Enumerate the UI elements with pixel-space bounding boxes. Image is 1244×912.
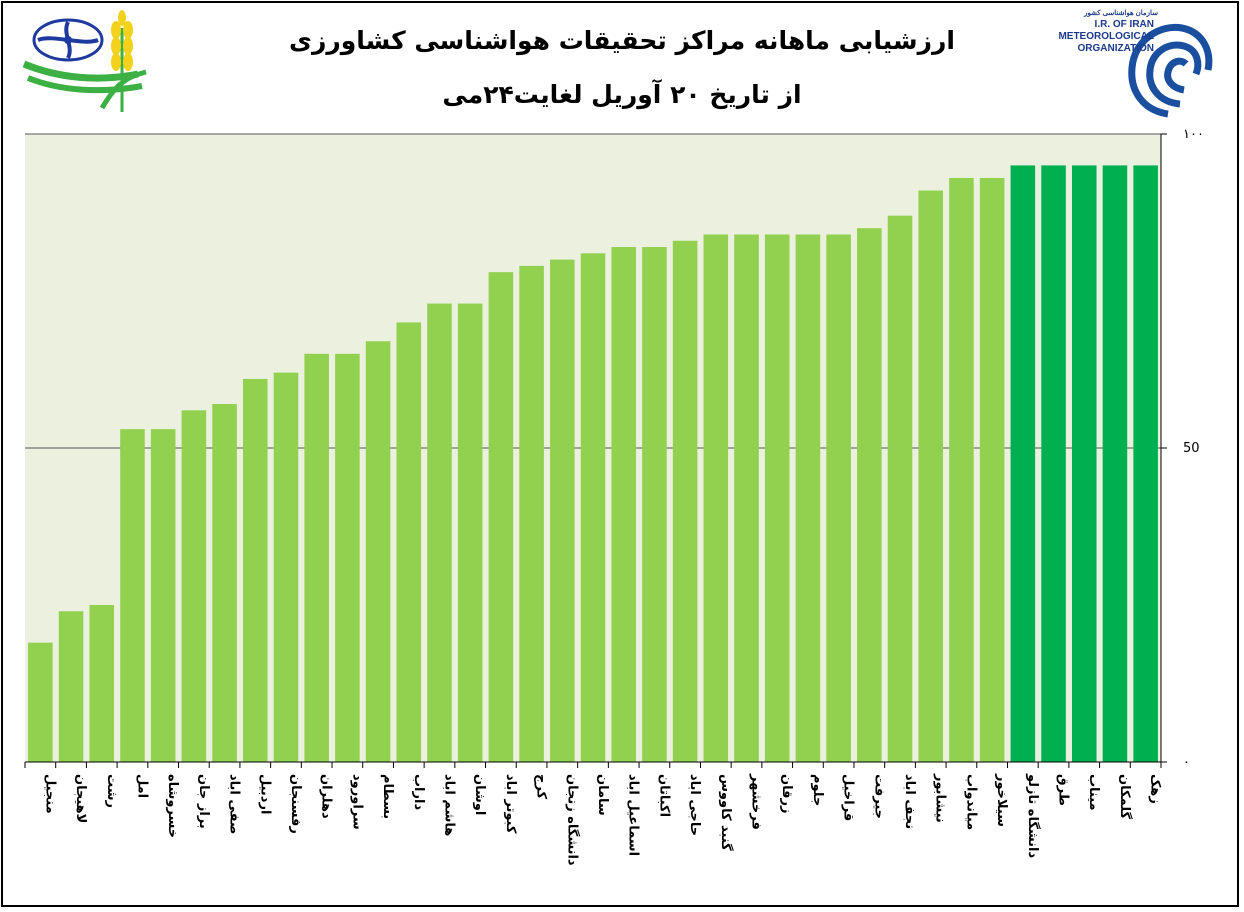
y-tick-label: ۱۰۰ xyxy=(1183,127,1204,142)
bar xyxy=(611,247,636,763)
x-tick-label: میناب xyxy=(1086,774,1101,811)
x-tick-label: سراورود xyxy=(349,774,364,830)
x-tick-label: اکباتان xyxy=(656,774,671,817)
bar xyxy=(1071,165,1097,762)
bar xyxy=(181,410,207,762)
chart-subtitle: از تاریخ ۲۰ آوریل لغایت۲۴می xyxy=(442,80,802,109)
bar xyxy=(212,404,237,762)
bar xyxy=(703,234,729,763)
x-tick-label: بسطام xyxy=(380,774,395,819)
x-tick-label: دهلران xyxy=(319,774,334,819)
bar xyxy=(642,247,667,763)
x-tick-label: لاهیجان xyxy=(73,774,88,823)
x-tick-label: امل xyxy=(134,774,149,798)
bar xyxy=(304,353,329,762)
x-tick-label: هاشم اباد xyxy=(441,774,456,836)
x-tick-label: رفسنجان xyxy=(288,774,303,834)
bar xyxy=(335,353,360,762)
x-tick-label: خسروشاه xyxy=(165,774,180,838)
bar xyxy=(550,259,575,762)
x-tick-label: نیشابور xyxy=(933,773,948,823)
bar xyxy=(457,303,483,762)
x-tick-label: کرج xyxy=(534,774,549,799)
x-tick-label: رشت xyxy=(104,774,119,808)
bar xyxy=(242,378,268,762)
bar xyxy=(488,272,514,762)
bar xyxy=(580,253,606,762)
org-name-line-3: ORGANIZATION xyxy=(1077,43,1154,54)
x-tick-label: جیرفت xyxy=(871,774,886,819)
bar xyxy=(427,303,452,762)
x-tick-label: سیلاخور xyxy=(994,773,1009,827)
x-tick-label: گنبد کاووس xyxy=(718,774,734,851)
x-tick-label: زهک xyxy=(1148,774,1163,804)
x-tick-label: اوشان xyxy=(472,774,487,815)
bar xyxy=(734,234,759,763)
bar xyxy=(1010,165,1036,762)
org-name-line-1: I.R. OF IRAN xyxy=(1094,19,1154,30)
x-tick-label: براز جان xyxy=(196,774,211,829)
bar xyxy=(826,234,851,763)
x-tick-label: حاجی اباد xyxy=(687,774,702,836)
bar xyxy=(1133,165,1158,762)
bar xyxy=(857,228,882,762)
x-tick-label: کبوتر اباد xyxy=(503,774,518,834)
bar xyxy=(1102,165,1128,762)
bar xyxy=(979,177,1005,762)
bar xyxy=(150,429,176,762)
bar xyxy=(58,611,84,762)
meteorological-organization-logo xyxy=(1128,23,1213,118)
x-tick-label: فرخشهر xyxy=(749,773,764,830)
x-tick-label: نجف اباد xyxy=(902,774,917,829)
x-tick-label: جلوم xyxy=(810,774,825,806)
org-name-line-2: METEOROLOGICAL xyxy=(1058,31,1154,42)
x-tick-label: اسماعیل اباد xyxy=(626,774,641,856)
bar xyxy=(89,605,115,762)
x-tick-label: منجیل xyxy=(42,774,57,814)
x-tick-label: گلمکان xyxy=(1117,774,1133,820)
bar xyxy=(28,642,53,762)
x-tick-label: سامان xyxy=(595,774,610,816)
x-tick-label: طرق xyxy=(1056,774,1071,806)
bar xyxy=(949,177,974,762)
bar xyxy=(1041,165,1066,762)
x-tick-label: دانشگاه تازلو xyxy=(1025,773,1041,858)
x-tick-label: داراب xyxy=(411,774,426,810)
x-tick-label: دانشگاه زنجان xyxy=(564,774,580,866)
chart-title: ارزشیابی ماهانه مراکز تحقیقات هواشناسی ک… xyxy=(289,26,955,55)
x-tick-label: صفی اباد xyxy=(227,774,242,835)
bar xyxy=(887,215,913,762)
y-tick-label: 50 xyxy=(1183,441,1200,456)
org-name-persian: سازمان هواشناسی کشور xyxy=(1084,10,1158,17)
x-tick-label: قراخیل xyxy=(841,774,856,821)
y-tick-label: ۰ xyxy=(1183,755,1190,770)
bar xyxy=(396,322,422,762)
bar xyxy=(273,372,299,762)
x-tick-label: زرقان xyxy=(779,774,794,813)
bar xyxy=(120,429,145,762)
bar xyxy=(764,234,790,763)
bar xyxy=(795,234,821,763)
x-tick-label: میاندواب xyxy=(963,774,978,830)
bar xyxy=(365,341,391,762)
bar xyxy=(672,240,698,762)
x-tick-label: اردبیل xyxy=(257,774,272,814)
bar xyxy=(519,265,544,762)
agro-research-logo xyxy=(22,10,147,112)
bar xyxy=(918,190,944,762)
